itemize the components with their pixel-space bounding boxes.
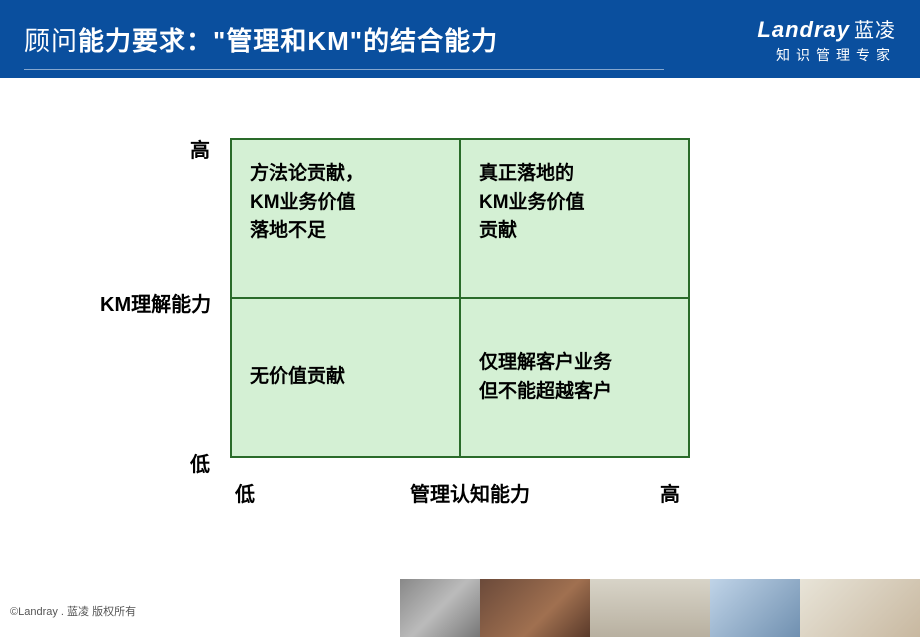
logo-cn: 蓝凌: [854, 20, 896, 42]
title-prefix: 顾问: [24, 26, 78, 56]
footer-photo-2: [480, 579, 590, 637]
x-axis-title: 管理认知能力: [410, 478, 530, 507]
y-axis-high-label: 高: [190, 134, 210, 163]
slide-title: 顾问能力要求："管理和KM"的结合能力: [24, 21, 498, 58]
slide-content: 高 KM理解能力 低 方法论贡献，KM业务价值落地不足 真正落地的KM业务价值贡…: [0, 78, 920, 558]
footer-photo-4: [710, 579, 800, 637]
y-axis-title: KM理解能力: [100, 288, 211, 317]
quadrant-bottom-right: 仅理解客户业务但不能超越客户: [460, 298, 689, 457]
copyright-text: ©Landray . 蓝凌 版权所有: [10, 603, 136, 619]
logo-main: Landray蓝凌: [757, 14, 896, 43]
x-axis-high-label: 高: [660, 478, 680, 507]
logo-subtitle: 知识管理专家: [757, 45, 896, 65]
footer-image-strip: [400, 579, 920, 637]
title-main: 能力要求："管理和KM"的结合能力: [78, 26, 498, 56]
quadrant-bottom-left: 无价值贡献: [231, 298, 460, 457]
quadrant-top-right: 真正落地的KM业务价值贡献: [460, 139, 689, 298]
y-axis-low-label: 低: [190, 448, 210, 477]
footer-photo-1: [400, 579, 480, 637]
x-axis-low-label: 低: [235, 478, 255, 507]
quadrant-matrix: 方法论贡献，KM业务价值落地不足 真正落地的KM业务价值贡献 无价值贡献 仅理解…: [230, 138, 690, 458]
slide-footer: ©Landray . 蓝凌 版权所有 2: [0, 579, 920, 637]
logo-block: Landray蓝凌 知识管理专家: [757, 14, 896, 65]
footer-photo-3: [590, 579, 710, 637]
slide-header: 顾问能力要求："管理和KM"的结合能力 Landray蓝凌 知识管理专家: [0, 0, 920, 78]
quadrant-top-left: 方法论贡献，KM业务价值落地不足: [231, 139, 460, 298]
footer-photo-5: [800, 579, 920, 637]
header-underline: [24, 69, 664, 70]
